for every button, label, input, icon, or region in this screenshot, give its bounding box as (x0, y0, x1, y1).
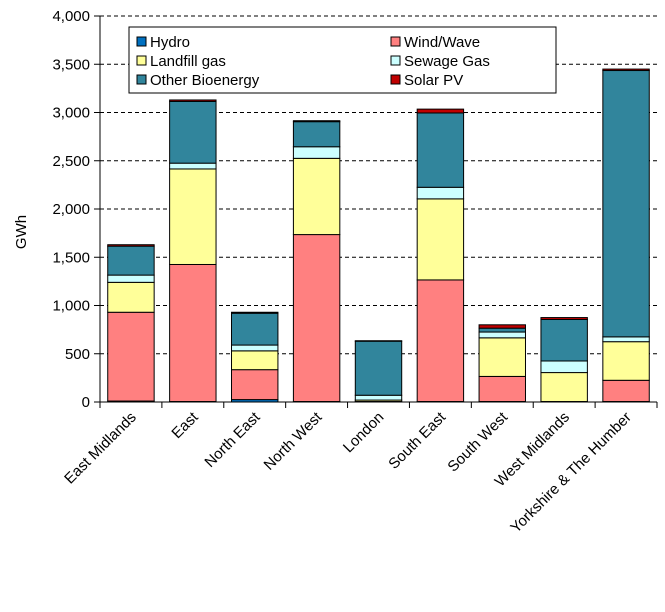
bar-segment (107, 281, 155, 313)
bars (107, 68, 650, 403)
bar-segment (231, 312, 279, 346)
bar-segment (416, 108, 465, 114)
bar-segment (107, 244, 155, 247)
bar-segment (602, 336, 650, 343)
bar-segment (231, 311, 279, 314)
bar-segment (231, 350, 279, 371)
legend-label: Hydro (150, 34, 190, 51)
y-tick-label: 0 (82, 394, 90, 411)
bar-segment (540, 318, 588, 362)
bar-segment (169, 263, 217, 403)
bar-segment (292, 121, 341, 148)
bar-segment (416, 279, 465, 403)
x-tick-label: North West (261, 408, 326, 473)
bar-segment (354, 394, 403, 401)
legend-swatch (136, 36, 147, 47)
bar-segment (478, 324, 526, 329)
x-tick-label: North East (201, 408, 264, 471)
y-axis-title: GWh (13, 215, 30, 249)
x-tick-label: South West (444, 408, 511, 475)
y-tick-label: 2,500 (52, 153, 90, 170)
x-tick-label: East (168, 408, 202, 442)
bar-segment (540, 372, 588, 403)
y-tick-label: 500 (65, 346, 90, 363)
legend-swatch (136, 74, 147, 85)
bar-segment (107, 274, 155, 283)
bar-segment (169, 100, 217, 164)
legend-swatch (390, 55, 401, 66)
bar-segment (292, 234, 341, 403)
legend-swatch (390, 36, 401, 47)
legend-label: Landfill gas (150, 53, 226, 70)
bar-segment (292, 157, 341, 236)
bar-segment (540, 317, 588, 320)
bar-segment (416, 112, 465, 188)
bar-segment (416, 198, 465, 281)
legend-swatch (390, 74, 401, 85)
y-tick-label: 1,500 (52, 249, 90, 266)
bar-segment (169, 99, 217, 102)
bar-segment (231, 369, 279, 401)
bar-segment (169, 168, 217, 265)
y-tick-labels: 0 500 1,000 1,500 2,000 2,500 3,000 3,500 4,000 (52, 8, 90, 411)
bar-segment (292, 120, 341, 123)
y-tick-label: 3,500 (52, 56, 90, 73)
bar-segment (478, 331, 526, 339)
bar-segment (354, 340, 403, 396)
legend-box (128, 26, 557, 94)
legend-label: Wind/Wave (404, 34, 480, 51)
bar-segment (231, 344, 279, 352)
bar-segment (416, 186, 465, 200)
bar-segment (478, 337, 526, 377)
bar-segment (478, 375, 526, 403)
bar-segment (107, 311, 155, 402)
bar-segment (602, 341, 650, 381)
bar-segment (602, 70, 650, 338)
y-tick-label: 1,000 (52, 298, 90, 315)
x-tick-label: London (340, 409, 387, 456)
legend-label: Solar PV (404, 72, 463, 89)
bar-segment (602, 68, 650, 72)
x-tick-label: East Midlands (61, 409, 140, 488)
x-tick-label: South East (385, 408, 449, 472)
legend-swatch (136, 55, 147, 66)
legend-label: Sewage Gas (404, 53, 490, 70)
legend-label: Other Bioenergy (150, 72, 260, 89)
y-tick-label: 4,000 (52, 8, 90, 25)
bar-segment (292, 146, 341, 159)
x-tick-label: Yorkshire & The Humber (507, 409, 635, 537)
axes (94, 15, 658, 408)
bar-segment (107, 245, 155, 276)
bar-segment (169, 162, 217, 170)
bar-segment (602, 379, 650, 403)
y-tick-label: 3,000 (52, 105, 90, 122)
legend: Hydro Wind/Wave Landfill gas Sewage Gas Othe… (128, 26, 557, 94)
bar-segment (540, 360, 588, 374)
bar-segment (478, 327, 526, 333)
y-tick-label: 2,000 (52, 201, 90, 218)
